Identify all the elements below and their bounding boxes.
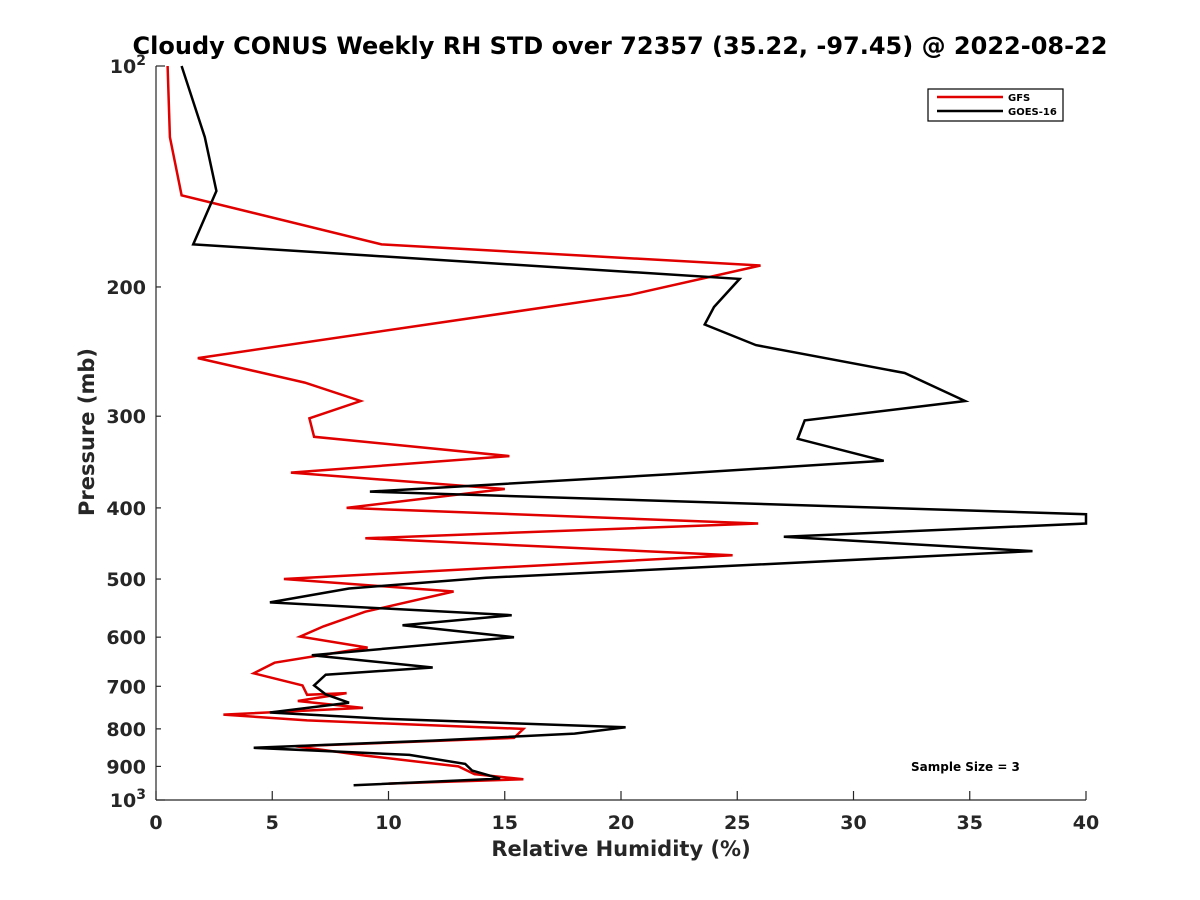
y-tick-label: 500 — [106, 569, 146, 591]
plot-axes: 0 5 10 15 20 25 30 35 40 102 200 300 400 500 600 700 800… — [106, 53, 1099, 834]
x-tick-label: 25 — [724, 812, 750, 834]
x-axis-label: Relative Humidity (%) — [491, 837, 750, 861]
y-tick-label: 900 — [106, 756, 146, 778]
series-line-gfs — [166, 65, 761, 785]
x-tick-label: 15 — [492, 812, 518, 834]
y-tick-label: 700 — [106, 676, 146, 698]
x-tick-label: 40 — [1073, 812, 1099, 834]
y-tick-label: 800 — [106, 719, 146, 741]
x-tick-label: 35 — [957, 812, 983, 834]
x-tick-label: 30 — [840, 812, 866, 834]
y-axis-label: Pressure (mb) — [75, 348, 99, 516]
y-tick-label: 300 — [106, 406, 146, 428]
x-tick-label: 10 — [375, 812, 401, 834]
chart-title: Cloudy CONUS Weekly RH STD over 72357 (3… — [133, 32, 1108, 60]
x-tick-label: 0 — [149, 812, 162, 834]
series-layer — [166, 65, 1088, 787]
legend-label-goes-16: GOES-16 — [1008, 107, 1057, 118]
legend-box — [927, 88, 1064, 122]
x-tick-label: 20 — [608, 812, 634, 834]
y-tick-label: 200 — [106, 277, 146, 299]
y-tick-label: 400 — [106, 498, 146, 520]
sample-size-annotation: Sample Size = 3 — [911, 760, 1020, 774]
y-tick-label: 600 — [106, 627, 146, 649]
y-tick-label: 103 — [110, 787, 146, 812]
y-tick-label: 102 — [110, 53, 146, 78]
legend-label-gfs: GFS — [1008, 93, 1030, 104]
x-tick-label: 5 — [266, 812, 279, 834]
series-line-goes-16 — [180, 65, 1088, 787]
legend: GFS GOES-16 — [927, 88, 1064, 122]
